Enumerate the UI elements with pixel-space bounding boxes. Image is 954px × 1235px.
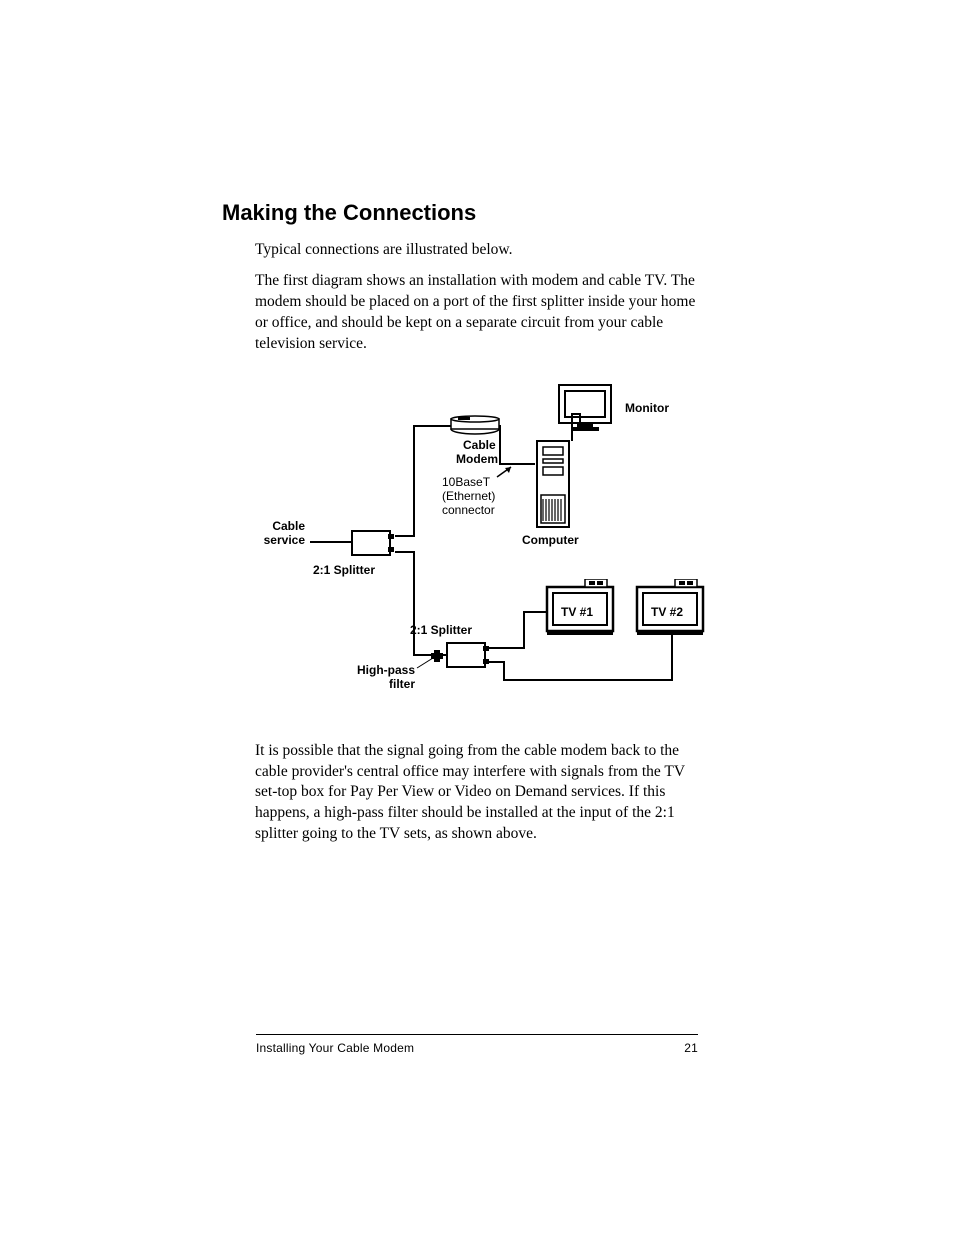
wire (489, 647, 525, 649)
wire (579, 413, 581, 427)
paragraph-1: Typical connections are illustrated belo… (255, 240, 705, 261)
cable-service-label-1: Cable (260, 519, 305, 533)
wire (413, 654, 447, 656)
computer-label: Computer (522, 533, 579, 547)
page-footer: Installing Your Cable Modem 21 (256, 1034, 698, 1055)
splitter-1-icon (350, 529, 395, 557)
footer-title: Installing Your Cable Modem (256, 1041, 414, 1055)
wire (413, 551, 415, 655)
wire (395, 551, 415, 553)
wire (503, 679, 673, 681)
wire (499, 463, 535, 465)
wire (413, 425, 451, 427)
ethernet-label-3: connector (442, 503, 495, 517)
paragraph-2: The first diagram shows an installation … (255, 271, 705, 355)
wire (671, 635, 673, 681)
footer-page-number: 21 (684, 1041, 698, 1055)
computer-icon (535, 439, 571, 529)
ethernet-arrow-icon (495, 465, 515, 479)
tv-2-label: TV #2 (651, 605, 683, 619)
footer-rule (256, 1034, 698, 1035)
wire (523, 611, 525, 649)
high-pass-label-2: filter (350, 677, 415, 691)
splitter-2-icon (445, 641, 490, 669)
high-pass-label-1: High-pass (350, 663, 415, 677)
monitor-icon (555, 383, 615, 433)
cable-modem-icon (450, 415, 500, 435)
cable-modem-label-1: Cable (463, 438, 496, 452)
wire (395, 535, 415, 537)
wire (523, 611, 547, 613)
wire (310, 541, 352, 543)
cable-modem-label-2: Modem (456, 452, 498, 466)
cable-service-label-2: service (260, 533, 305, 547)
high-pass-pointer-icon (415, 658, 435, 670)
paragraph-3: It is possible that the signal going fro… (255, 741, 705, 846)
wire (503, 661, 505, 681)
splitter-1-label: 2:1 Splitter (313, 563, 375, 577)
connections-diagram: Monitor Cable Modem 10BaseT (Ethernet) c… (255, 383, 705, 713)
splitter-2-label: 2:1 Splitter (410, 623, 472, 637)
wire (413, 425, 415, 537)
ethernet-label-1: 10BaseT (442, 475, 490, 489)
wire (499, 425, 501, 465)
monitor-label: Monitor (625, 401, 669, 415)
section-heading: Making the Connections (222, 200, 705, 226)
ethernet-label-2: (Ethernet) (442, 489, 495, 503)
tv-1-label: TV #1 (561, 605, 593, 619)
wire (571, 413, 573, 441)
